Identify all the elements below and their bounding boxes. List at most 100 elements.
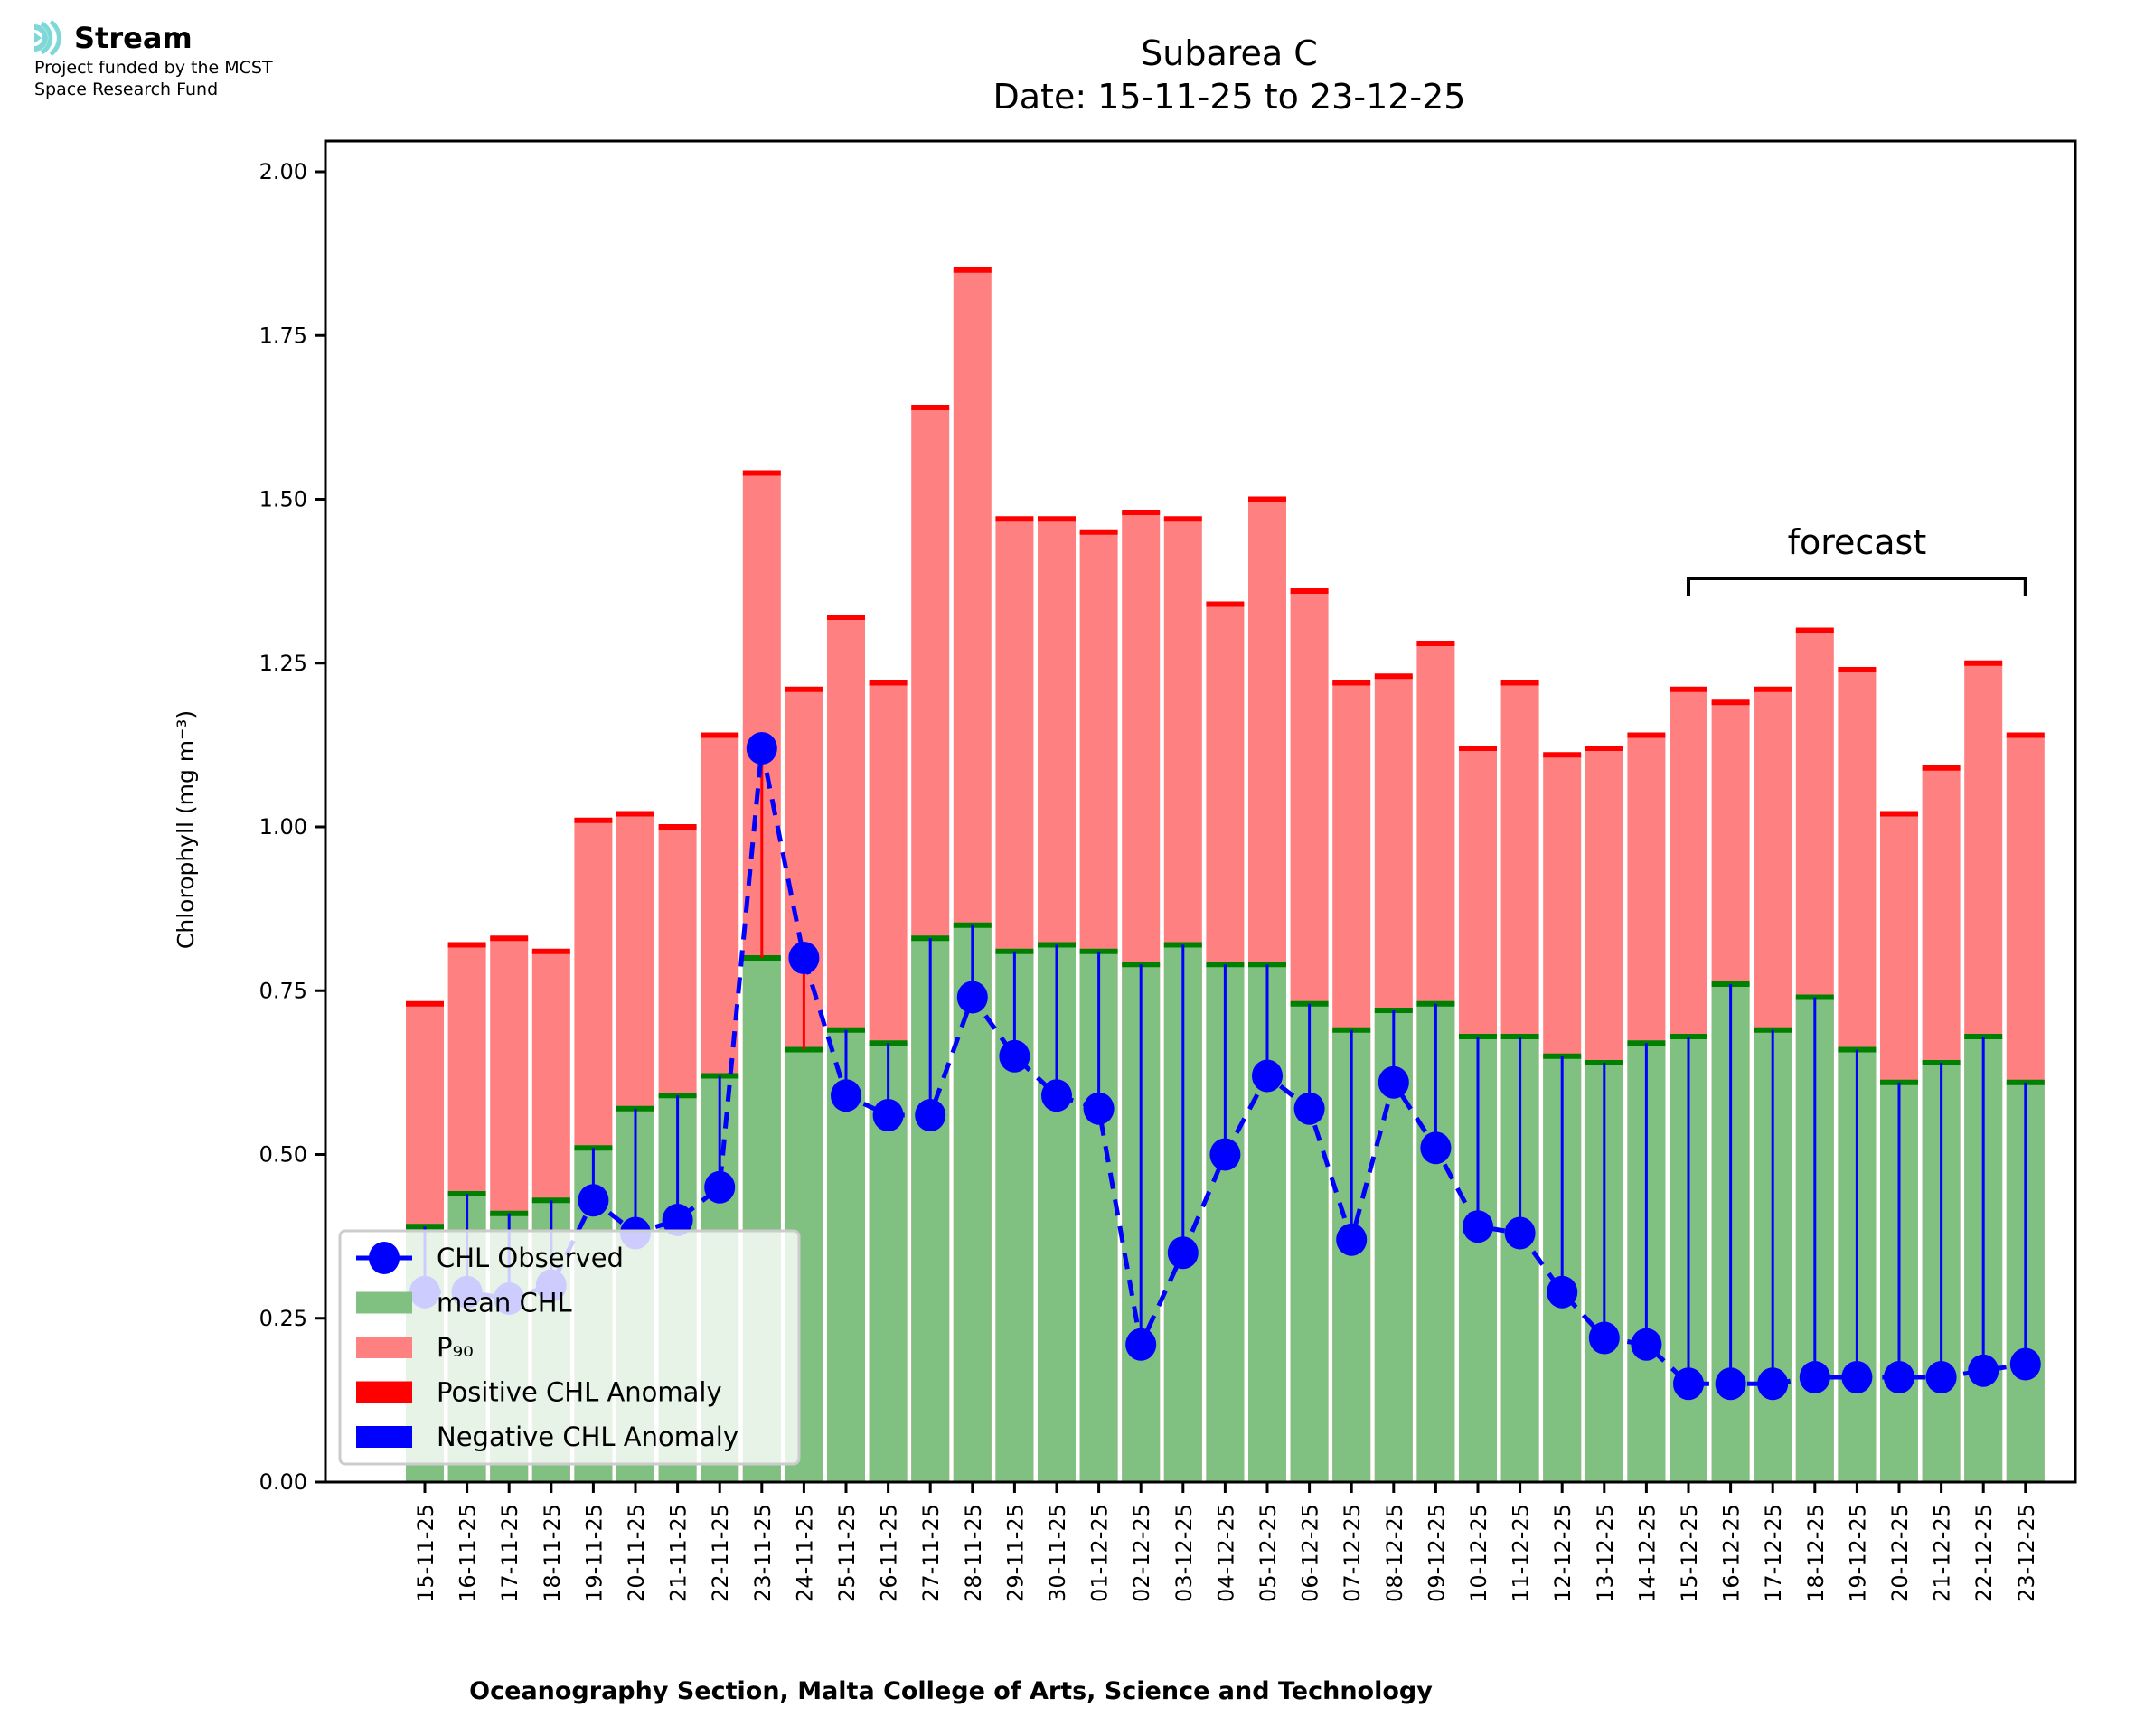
x-tick-label: 07-12-25 — [1340, 1504, 1365, 1602]
y-tick-label: 0.00 — [259, 1469, 307, 1495]
legend-label: Positive CHL Anomaly — [437, 1377, 722, 1408]
observed-point — [1884, 1361, 1914, 1393]
legend-label: Negative CHL Anomaly — [437, 1422, 738, 1452]
observed-point — [1336, 1223, 1368, 1256]
p90-cap — [1248, 496, 1286, 502]
p90-cap — [995, 516, 1034, 522]
axes: 0.00 0.25 0.50 0.75 1.00 1.25 1.50 1.75 2.00 15-1… — [259, 139, 2077, 1602]
p90-cap — [1500, 680, 1539, 686]
x-tick-label: 30-11-25 — [1045, 1504, 1070, 1602]
legend-box — [338, 1229, 801, 1466]
legend-swatch — [356, 1381, 412, 1403]
p90-cap — [1079, 529, 1118, 535]
forecast-annotation: forecast — [1687, 522, 2027, 596]
observed-point — [746, 732, 777, 765]
p90-cap — [1122, 510, 1161, 515]
legend-swatch — [356, 1426, 412, 1448]
p90-cap — [911, 405, 950, 410]
observed-point — [1841, 1361, 1873, 1393]
x-tick-label: 18-11-25 — [540, 1504, 565, 1602]
p90-cap — [1838, 667, 1877, 672]
x-tick-label: 24-11-25 — [792, 1504, 817, 1602]
chart-title-line-1: Subarea C — [1141, 33, 1318, 73]
x-tick-label: 25-11-25 — [834, 1504, 860, 1602]
x-tick-label: 06-12-25 — [1298, 1504, 1323, 1602]
observed-point — [2009, 1347, 2041, 1381]
forecast-bracket — [1687, 577, 2027, 596]
y-tick-label: 0.50 — [259, 1142, 307, 1168]
legend: CHL Observed mean CHL P₉₀ Positive CHL Anom… — [338, 1229, 801, 1466]
observed-point — [1588, 1321, 1620, 1355]
observed-point — [1378, 1065, 1409, 1099]
anomaly-stems-layer — [423, 748, 2027, 1384]
x-tick-label: 20-12-25 — [1887, 1504, 1913, 1602]
p90-cap — [1416, 641, 1455, 646]
observed-point — [704, 1170, 736, 1204]
observed-point — [1252, 1059, 1283, 1093]
logo: Stream Project funded by the MCST Space … — [34, 20, 273, 99]
p90-cap — [574, 817, 613, 823]
p90-cap — [1459, 746, 1497, 751]
legend-label: CHL Observed — [437, 1243, 624, 1273]
p90-cap — [1374, 673, 1413, 680]
observed-point — [1631, 1328, 1662, 1361]
x-tick-label: 01-12-25 — [1087, 1504, 1113, 1602]
observed-point — [831, 1079, 861, 1112]
observed-point — [1293, 1092, 1325, 1125]
x-tick-label: 27-11-25 — [918, 1504, 944, 1602]
y-tick-label: 0.25 — [259, 1306, 307, 1331]
p90-cap — [785, 686, 823, 692]
x-tick-label: 22-11-25 — [708, 1504, 733, 1602]
x-tick-label: 29-11-25 — [1002, 1504, 1028, 1602]
x-tick-label: 17-11-25 — [497, 1504, 522, 1602]
y-tick-label: 1.00 — [259, 814, 307, 840]
p90-cap — [1206, 601, 1245, 607]
p90-cap — [1163, 516, 1202, 522]
logo-name: Stream — [74, 21, 193, 55]
observed-point — [1420, 1131, 1452, 1165]
x-tick-label: 16-12-25 — [1719, 1504, 1745, 1602]
funding-line-1: Project funded by the MCST — [34, 58, 273, 78]
p90-cap — [406, 1000, 444, 1007]
chart-title-line-2: Date: 15-11-25 to 23-12-25 — [993, 77, 1466, 117]
observed-point — [1167, 1236, 1199, 1270]
observed-point — [662, 1204, 693, 1236]
legend-label: P₉₀ — [437, 1332, 474, 1363]
p90-cap — [616, 811, 654, 817]
p90-cap — [490, 935, 529, 942]
p90-cap — [1711, 699, 1750, 706]
observed-point — [1209, 1138, 1241, 1171]
x-tick-label: 13-12-25 — [1593, 1504, 1618, 1602]
observed-line-layer — [409, 732, 2041, 1401]
legend-swatch — [356, 1337, 412, 1358]
observed-point — [578, 1184, 609, 1217]
x-tick-label: 18-12-25 — [1803, 1504, 1829, 1602]
p90-cap — [827, 615, 865, 620]
p90-cap — [1964, 660, 2003, 666]
x-tick-label: 05-12-25 — [1256, 1504, 1281, 1602]
x-tick-label: 21-11-25 — [666, 1504, 691, 1602]
x-tick-label: 08-12-25 — [1382, 1504, 1407, 1602]
y-tick-label: 2.00 — [259, 159, 307, 184]
observed-point — [1715, 1367, 1746, 1401]
y-tick-label: 0.75 — [259, 978, 307, 1003]
p90-cap — [2006, 732, 2045, 738]
observed-point — [1041, 1079, 1072, 1112]
observed-point — [999, 1039, 1030, 1073]
p90-cap — [742, 470, 781, 476]
legend-marker-icon — [369, 1242, 400, 1274]
p90-cap — [531, 948, 570, 954]
funding-line-2: Space Research Fund — [34, 80, 219, 99]
legend-swatch — [356, 1291, 412, 1314]
x-tick-label: 21-12-25 — [1930, 1504, 1955, 1602]
y-axis-label: Chlorophyll (mg m⁻³) — [173, 710, 199, 949]
x-tick-label: 26-11-25 — [877, 1504, 902, 1602]
x-tick-label: 14-12-25 — [1634, 1504, 1660, 1602]
x-tick-label: 12-12-25 — [1550, 1504, 1576, 1602]
x-tick-label: 11-12-25 — [1509, 1504, 1534, 1602]
legend-label: mean CHL — [437, 1288, 572, 1318]
x-tick-label: 19-11-25 — [581, 1504, 607, 1602]
p90-cap — [1585, 746, 1623, 751]
x-tick-label: 22-12-25 — [1971, 1504, 1997, 1602]
p90-cap — [1627, 732, 1666, 738]
